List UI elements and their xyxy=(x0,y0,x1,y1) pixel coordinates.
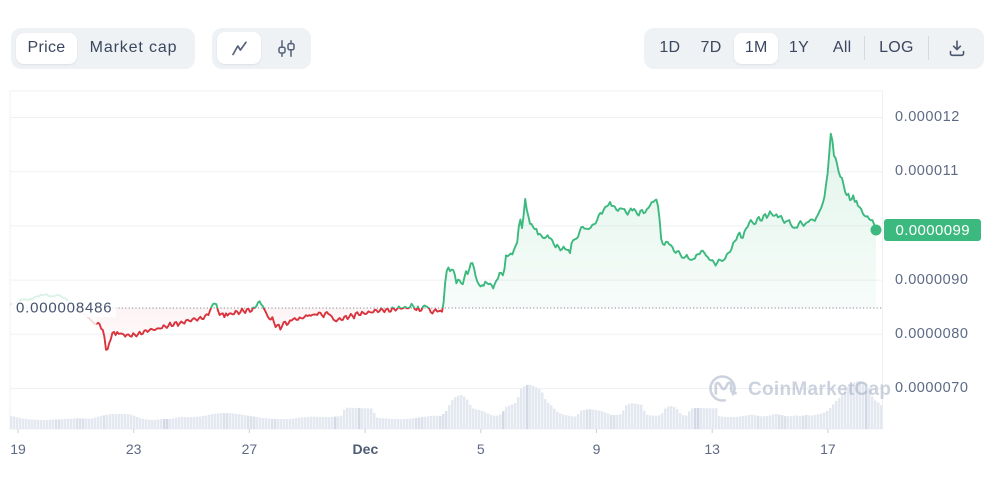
svg-text:CoinMarketCap: CoinMarketCap xyxy=(748,379,891,400)
